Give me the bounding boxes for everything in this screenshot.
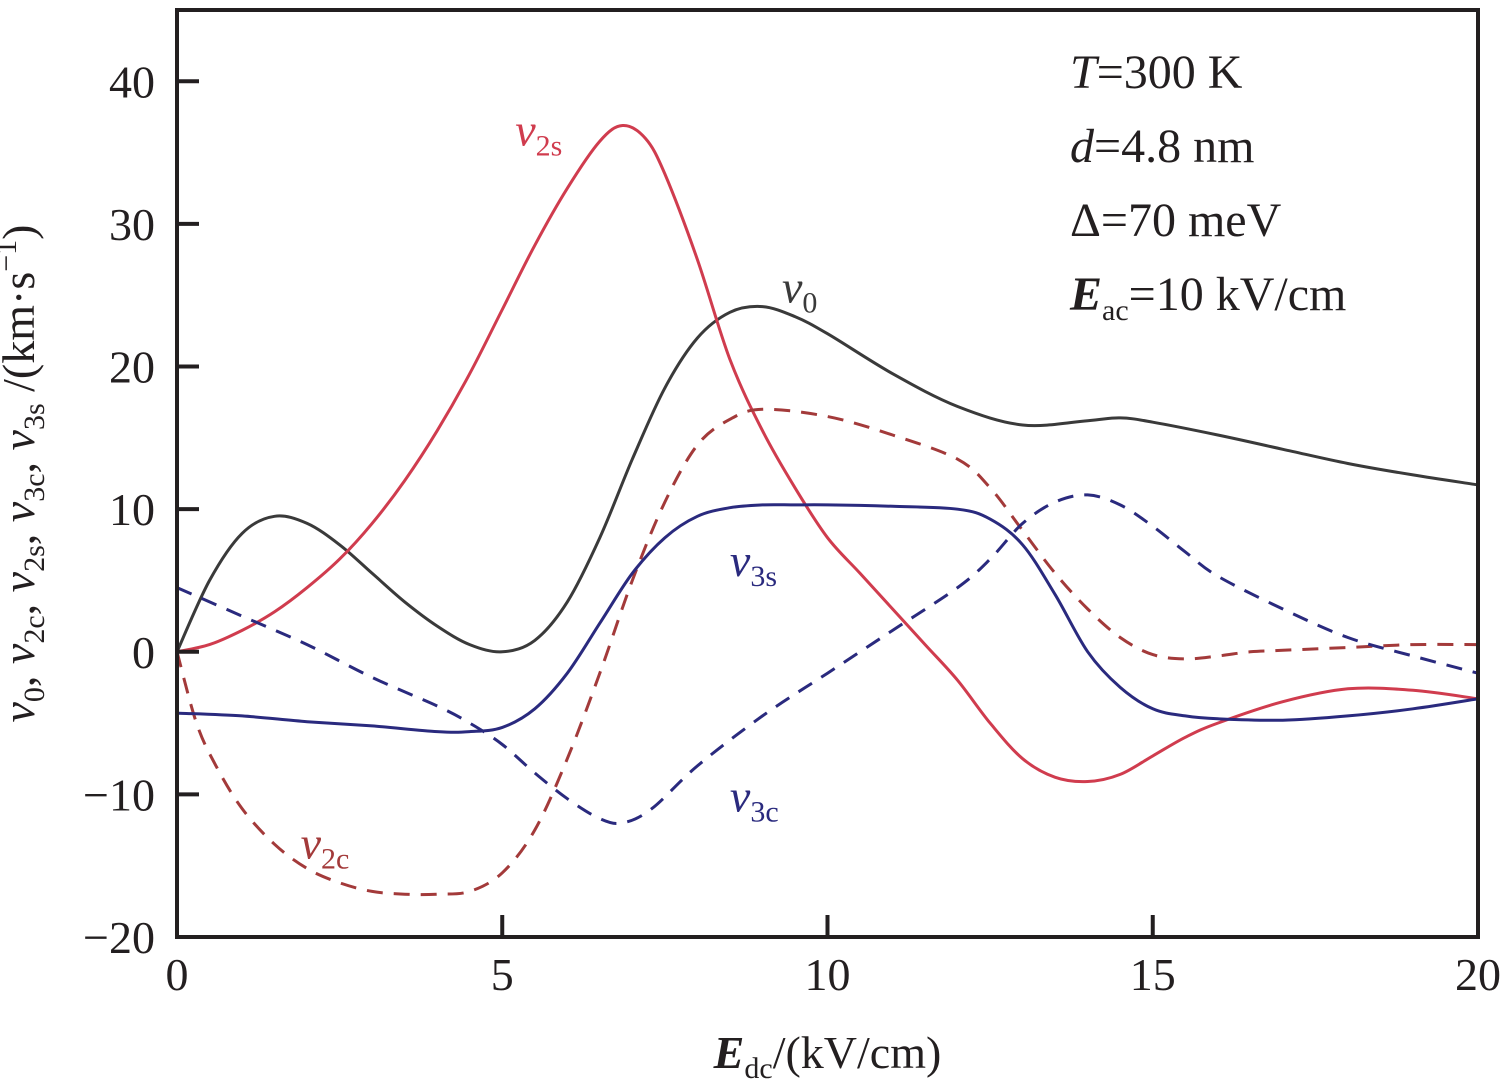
parameter-annotations: T=300 K d=4.8 nm Δ=70 meV Eac=10 kV/cm bbox=[1069, 46, 1346, 327]
y-tick-label: −20 bbox=[83, 912, 155, 963]
series-labels: v0 v2s v2c v3s v3c bbox=[301, 104, 818, 875]
tick-labels: 0 5 10 15 20 −20 −10 0 10 20 30 40 bbox=[83, 56, 1501, 1000]
parameter-line: T=300 K bbox=[1070, 46, 1243, 99]
y-tick-label: 0 bbox=[132, 627, 155, 678]
series-label-v3s: v3s bbox=[730, 535, 777, 593]
series-label-v3c: v3c bbox=[730, 770, 779, 828]
series-line-v3s bbox=[176, 503, 1479, 734]
parameter-line: Eac=10 kV/cm bbox=[1069, 268, 1346, 327]
x-axis-title: Edc/(kV/cm) bbox=[713, 1027, 942, 1085]
x-tick-label: 20 bbox=[1455, 949, 1501, 1000]
series-label-v0: v0 bbox=[782, 261, 817, 319]
x-tick-label: 0 bbox=[166, 949, 189, 1000]
series-label-v2s: v2s bbox=[515, 104, 562, 162]
plot-frame bbox=[175, 8, 1480, 939]
series-line-v2s bbox=[176, 123, 1479, 784]
y-tick-label: 40 bbox=[109, 56, 155, 107]
y-tick-label: −10 bbox=[83, 769, 155, 820]
y-axis-title: v0, v2c, v2s, v3c, v3s /(km·s−1) bbox=[0, 225, 51, 723]
parameter-line: d=4.8 nm bbox=[1070, 120, 1254, 173]
x-tick-label: 15 bbox=[1130, 949, 1176, 1000]
series-line-v0 bbox=[175, 304, 1479, 654]
parameter-line: Δ=70 meV bbox=[1070, 194, 1282, 247]
y-tick-label: 10 bbox=[109, 484, 155, 535]
series-line-v3c bbox=[176, 493, 1479, 826]
x-tick-label: 5 bbox=[491, 949, 514, 1000]
series-layer bbox=[175, 123, 1479, 897]
y-tick-label: 20 bbox=[109, 342, 155, 393]
series-label-v2c: v2c bbox=[301, 818, 350, 876]
x-tick-label: 10 bbox=[805, 949, 851, 1000]
axis-ticks bbox=[175, 79, 1480, 939]
series-line-v2c bbox=[175, 407, 1479, 897]
y-tick-label: 30 bbox=[109, 199, 155, 250]
